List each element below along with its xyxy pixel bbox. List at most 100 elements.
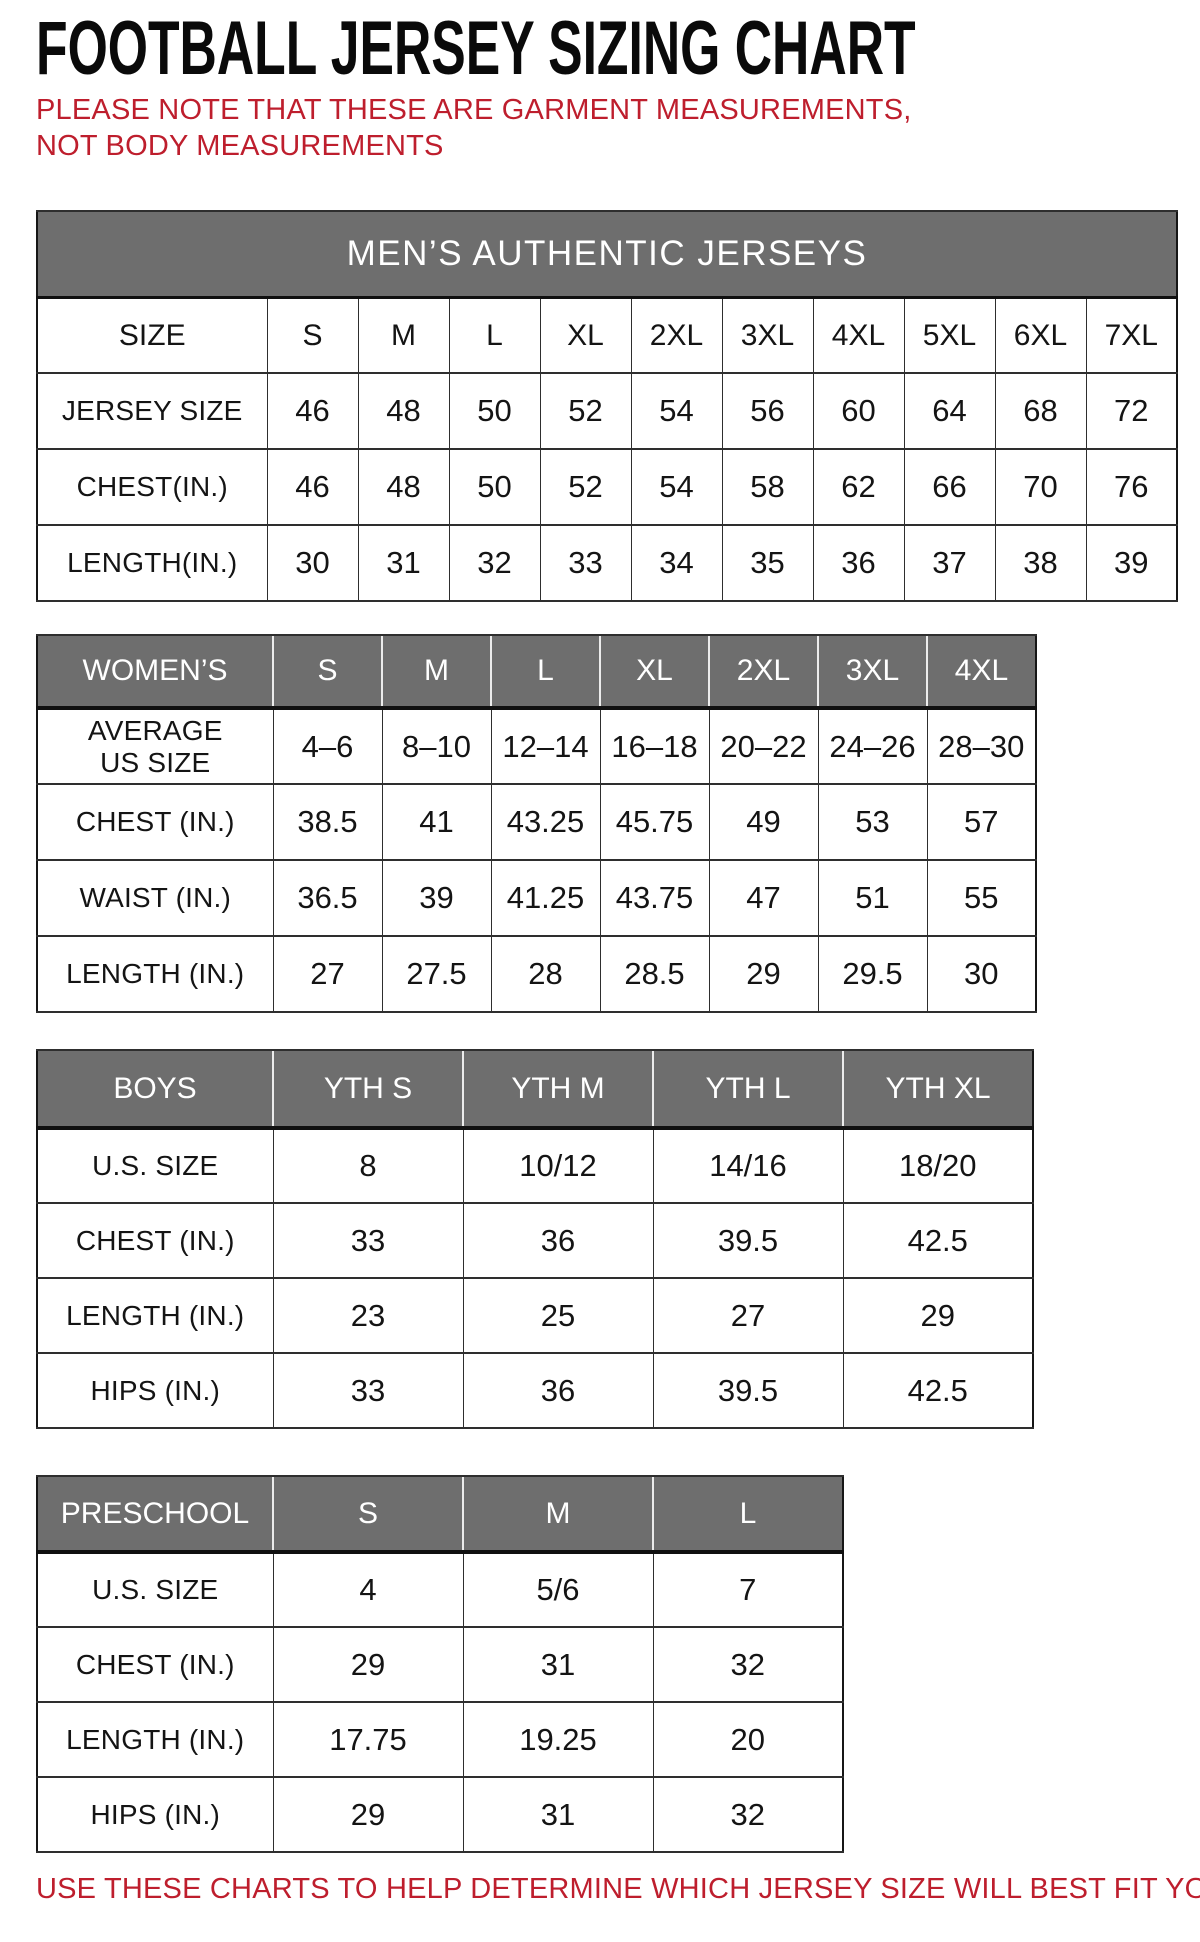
value-cell: 39.5 (652, 1202, 844, 1280)
value-cell: 30 (926, 935, 1037, 1014)
value-cell: 51 (817, 859, 928, 938)
value-cell: 36 (462, 1352, 654, 1430)
table-header-row: WOMEN’S S M L XL 2XL 3XL 4XL (36, 634, 1037, 711)
table-header-row: BOYS YTH S YTH M YTH L YTH XL (36, 1049, 1034, 1131)
value-cell: 33 (272, 1352, 464, 1430)
table-row: CHEST(IN.) 46 48 50 52 54 58 62 66 70 76 (36, 448, 1178, 527)
value-cell: 14/16 (652, 1127, 844, 1205)
value-cell: 54 (630, 372, 723, 451)
value-cell: 50 (448, 448, 541, 527)
value-cell: 41.25 (490, 859, 601, 938)
value-cell: 31 (462, 1776, 654, 1854)
column-header: 7XL (1085, 296, 1178, 375)
value-cell: 32 (652, 1626, 844, 1704)
value-cell: 36 (462, 1202, 654, 1280)
value-cell: 41 (381, 783, 492, 862)
value-cell: 47 (708, 859, 819, 938)
value-cell: 68 (994, 372, 1087, 451)
value-cell: 46 (266, 448, 359, 527)
table-row: CHEST (IN.) 33 36 39.5 42.5 (36, 1202, 1034, 1280)
mens-jerseys-table: MEN’S AUTHENTIC JERSEYS SIZE S M L XL 2X… (36, 210, 1179, 603)
value-cell: 25 (462, 1277, 654, 1355)
value-cell: 60 (812, 372, 905, 451)
value-cell: 43.25 (490, 783, 601, 862)
table-row: WAIST (IN.) 36.5 39 41.25 43.75 47 51 55 (36, 859, 1037, 938)
row-label: HIPS (IN.) (36, 1776, 274, 1854)
column-header: L (490, 634, 601, 711)
row-label: U.S. SIZE (36, 1551, 274, 1629)
column-header: 2XL (708, 634, 819, 711)
value-cell: 19.25 (462, 1701, 654, 1779)
value-cell: 52 (539, 372, 632, 451)
value-cell: 50 (448, 372, 541, 451)
value-cell: 27 (652, 1277, 844, 1355)
womens-jerseys-table: WOMEN’S S M L XL 2XL 3XL 4XL AVERAGE US … (36, 634, 1037, 1014)
value-cell: 4–6 (272, 707, 383, 786)
row-label: JERSEY SIZE (36, 372, 268, 451)
value-cell: 38 (994, 524, 1087, 603)
value-cell: 12–14 (490, 707, 601, 786)
value-cell: 39 (381, 859, 492, 938)
fit-advice-note: USE THESE CHARTS TO HELP DETERMINE WHICH… (36, 1873, 1200, 1906)
column-header: 3XL (721, 296, 814, 375)
value-cell: 29 (708, 935, 819, 1014)
value-cell: 20–22 (708, 707, 819, 786)
column-header: S (266, 296, 359, 375)
value-cell: 30 (266, 524, 359, 603)
value-cell: 34 (630, 524, 723, 603)
value-cell: 36 (812, 524, 905, 603)
row-label: LENGTH(IN.) (36, 524, 268, 603)
value-cell: 58 (721, 448, 814, 527)
row-label: LENGTH (IN.) (36, 1277, 274, 1355)
value-cell: 28 (490, 935, 601, 1014)
column-header: M (357, 296, 450, 375)
value-cell: 27.5 (381, 935, 492, 1014)
column-header: YTH S (272, 1049, 464, 1131)
value-cell: 53 (817, 783, 928, 862)
value-cell: 54 (630, 448, 723, 527)
table-row: CHEST (IN.) 29 31 32 (36, 1626, 844, 1704)
value-cell: 27 (272, 935, 383, 1014)
preschool-jerseys-table: PRESCHOOL S M L U.S. SIZE 4 5/6 7 CHEST … (36, 1475, 844, 1854)
table-row: U.S. SIZE 4 5/6 7 (36, 1551, 844, 1629)
value-cell: 76 (1085, 448, 1178, 527)
value-cell: 4 (272, 1551, 464, 1629)
value-cell: 24–26 (817, 707, 928, 786)
column-header: S (272, 634, 383, 711)
column-header: 4XL (926, 634, 1037, 711)
value-cell: 23 (272, 1277, 464, 1355)
value-cell: 66 (903, 448, 996, 527)
value-cell: 72 (1085, 372, 1178, 451)
row-label: LENGTH (IN.) (36, 935, 274, 1014)
column-header: YTH XL (842, 1049, 1034, 1131)
table-header-row: PRESCHOOL S M L (36, 1475, 844, 1555)
column-header: 3XL (817, 634, 928, 711)
value-cell: 45.75 (599, 783, 710, 862)
column-header: 6XL (994, 296, 1087, 375)
value-cell: 56 (721, 372, 814, 451)
table-banner-row: MEN’S AUTHENTIC JERSEYS (36, 210, 1178, 299)
value-cell: 37 (903, 524, 996, 603)
row-label: HIPS (IN.) (36, 1352, 274, 1430)
value-cell: 36.5 (272, 859, 383, 938)
value-cell: 17.75 (272, 1701, 464, 1779)
value-cell: 31 (462, 1626, 654, 1704)
column-header: 4XL (812, 296, 905, 375)
value-cell: 10/12 (462, 1127, 654, 1205)
row-label: U.S. SIZE (36, 1127, 274, 1205)
value-cell: 33 (272, 1202, 464, 1280)
table-row: CHEST (IN.) 38.5 41 43.25 45.75 49 53 57 (36, 783, 1037, 862)
column-header: S (272, 1475, 464, 1555)
table-row: U.S. SIZE 8 10/12 14/16 18/20 (36, 1127, 1034, 1205)
table-header-row: SIZE S M L XL 2XL 3XL 4XL 5XL 6XL 7XL (36, 296, 1178, 375)
value-cell: 57 (926, 783, 1037, 862)
value-cell: 29.5 (817, 935, 928, 1014)
value-cell: 48 (357, 448, 450, 527)
value-cell: 32 (448, 524, 541, 603)
column-header: BOYS (36, 1049, 274, 1131)
column-header: YTH L (652, 1049, 844, 1131)
value-cell: 29 (272, 1776, 464, 1854)
value-cell: 29 (272, 1626, 464, 1704)
table-row: LENGTH(IN.) 30 31 32 33 34 35 36 37 38 3… (36, 524, 1178, 603)
value-cell: 29 (842, 1277, 1034, 1355)
